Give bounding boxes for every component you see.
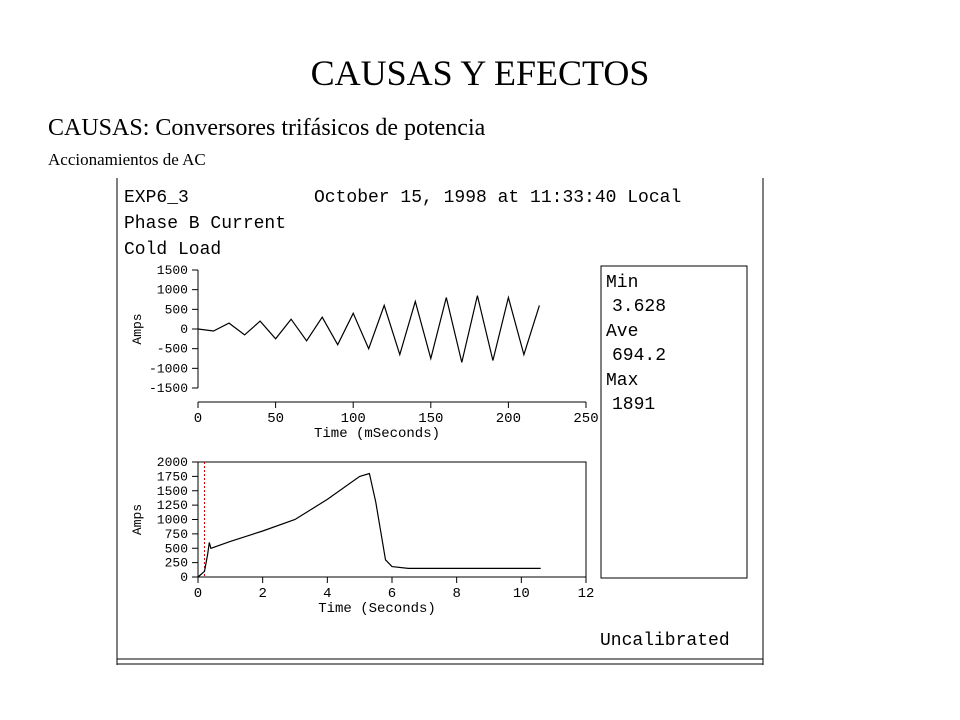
y-tick-label: -1500 bbox=[149, 381, 188, 396]
stats-box bbox=[600, 265, 748, 579]
x-axis-label: Time (mSeconds) bbox=[314, 426, 440, 442]
y-tick-label: 0 bbox=[180, 570, 188, 585]
x-tick-label: 0 bbox=[194, 586, 202, 602]
y-axis-label: Amps bbox=[130, 313, 145, 344]
x-tick-label: 10 bbox=[513, 586, 530, 602]
x-tick-label: 8 bbox=[452, 586, 460, 602]
y-tick-label: -500 bbox=[157, 342, 188, 357]
y-tick-label: 1000 bbox=[157, 283, 188, 298]
series-line bbox=[197, 295, 540, 363]
slide-subtitle: CAUSAS: Conversores trifásicos de potenc… bbox=[48, 115, 486, 141]
x-axis-label: Time (Seconds) bbox=[318, 601, 436, 617]
stat-ave-label: Ave bbox=[606, 322, 638, 342]
y-tick-label: 1000 bbox=[157, 513, 188, 528]
x-tick-label: 50 bbox=[267, 411, 284, 427]
x-tick-label: 2 bbox=[258, 586, 266, 602]
plot-frame bbox=[197, 461, 587, 578]
experiment-label: EXP6_3 bbox=[124, 188, 189, 208]
x-tick-label: 200 bbox=[496, 411, 521, 427]
stat-ave-value: 694.2 bbox=[612, 346, 666, 366]
y-tick-label: -1000 bbox=[149, 361, 188, 376]
stat-min-value: 3.628 bbox=[612, 297, 666, 317]
y-tick-label: 0 bbox=[180, 322, 188, 337]
stat-min-label: Min bbox=[606, 273, 638, 293]
slide-subsubtitle: Accionamientos de AC bbox=[48, 150, 206, 169]
datetime-label: October 15, 1998 at 11:33:40 Local bbox=[314, 188, 681, 208]
series-line bbox=[197, 472, 541, 578]
status-label: Uncalibrated bbox=[600, 631, 730, 651]
current-envelope-chart: 0 2 4 6 8 10 12200017501500125010007505002500T… bbox=[130, 455, 594, 617]
slide-title: CAUSAS Y EFECTOS bbox=[310, 53, 650, 93]
x-tick-label: 100 bbox=[341, 411, 366, 427]
y-axis-label: Amps bbox=[130, 504, 145, 535]
load-label: Cold Load bbox=[124, 240, 221, 260]
y-tick-label: 1250 bbox=[157, 498, 188, 513]
x-tick-label: 0 bbox=[194, 411, 202, 427]
y-tick-label: 1750 bbox=[157, 469, 188, 484]
phase-label: Phase B Current bbox=[124, 214, 286, 234]
y-tick-label: 250 bbox=[165, 556, 188, 571]
y-tick-label: 500 bbox=[165, 302, 188, 317]
stat-max-value: 1891 bbox=[612, 395, 655, 415]
y-tick-label: 2000 bbox=[157, 455, 188, 470]
y-tick-label: 1500 bbox=[157, 263, 188, 278]
y-tick-label: 750 bbox=[165, 527, 188, 542]
x-tick-label: 12 bbox=[578, 586, 595, 602]
y-tick-label: 1500 bbox=[157, 484, 188, 499]
y-tick-label: 500 bbox=[165, 541, 188, 556]
current-waveform-chart: 0 50 100 150 200 250 1500 1000 500 0 -500 -1000 -150… bbox=[130, 263, 599, 442]
x-tick-label: 150 bbox=[418, 411, 443, 427]
x-tick-label: 4 bbox=[323, 586, 331, 602]
stat-max-label: Max bbox=[606, 371, 638, 391]
x-tick-label: 250 bbox=[573, 411, 598, 427]
x-tick-label: 6 bbox=[388, 586, 396, 602]
